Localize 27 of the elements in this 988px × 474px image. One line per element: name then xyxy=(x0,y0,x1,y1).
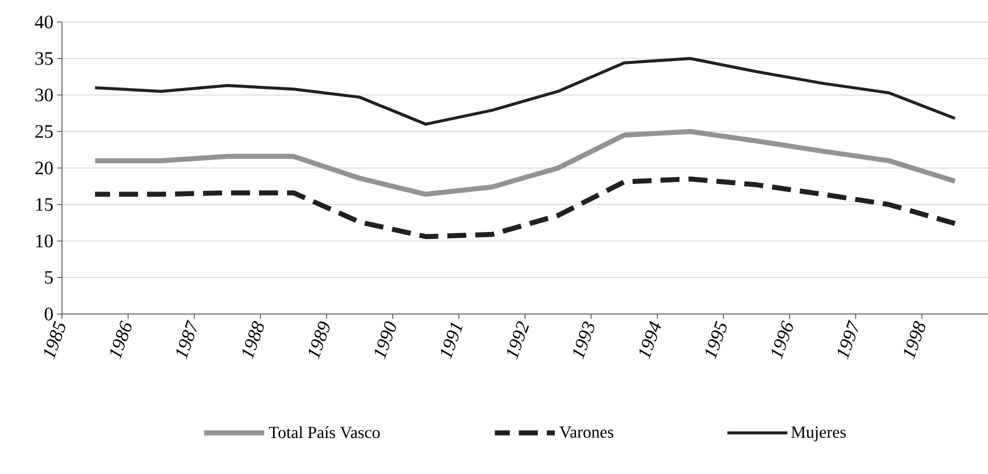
y-tick-label: 30 xyxy=(35,88,53,102)
y-tick-label: 35 xyxy=(35,52,53,65)
x-tick-label: 1994 xyxy=(639,320,661,360)
x-tick-label: 1992 xyxy=(507,321,529,360)
x-tick-label: 1989 xyxy=(308,321,330,360)
x-tick-label: 1993 xyxy=(573,322,594,360)
legend-label: Total País Vasco xyxy=(268,426,380,438)
x-tick-label: 1990 xyxy=(374,321,396,360)
x-tick-label: 1986 xyxy=(110,320,132,360)
y-tick-label: 15 xyxy=(36,198,53,211)
x-tick-label: 1991 xyxy=(441,322,463,360)
x-tick-label: 1987 xyxy=(176,320,196,360)
x-tick-label: 1995 xyxy=(706,320,727,360)
x-tick-label: 1988 xyxy=(242,320,264,360)
y-tick-label: 40 xyxy=(34,16,53,28)
legend-label: Varones xyxy=(560,426,614,438)
y-tick-label: 0 xyxy=(44,308,53,320)
y-tick-label: 25 xyxy=(35,125,53,138)
x-tick-label: 1998 xyxy=(904,320,926,360)
y-tick-label: 20 xyxy=(35,162,53,174)
line-series xyxy=(94,57,956,126)
x-tick-label: 1996 xyxy=(772,320,793,360)
legend-label: Mujeres xyxy=(791,426,846,442)
x-tick-label: 1997 xyxy=(838,320,858,360)
y-tick-label: 10 xyxy=(36,234,53,248)
x-tick-label: 1985 xyxy=(44,320,66,360)
y-tick-label: 5 xyxy=(45,271,53,284)
